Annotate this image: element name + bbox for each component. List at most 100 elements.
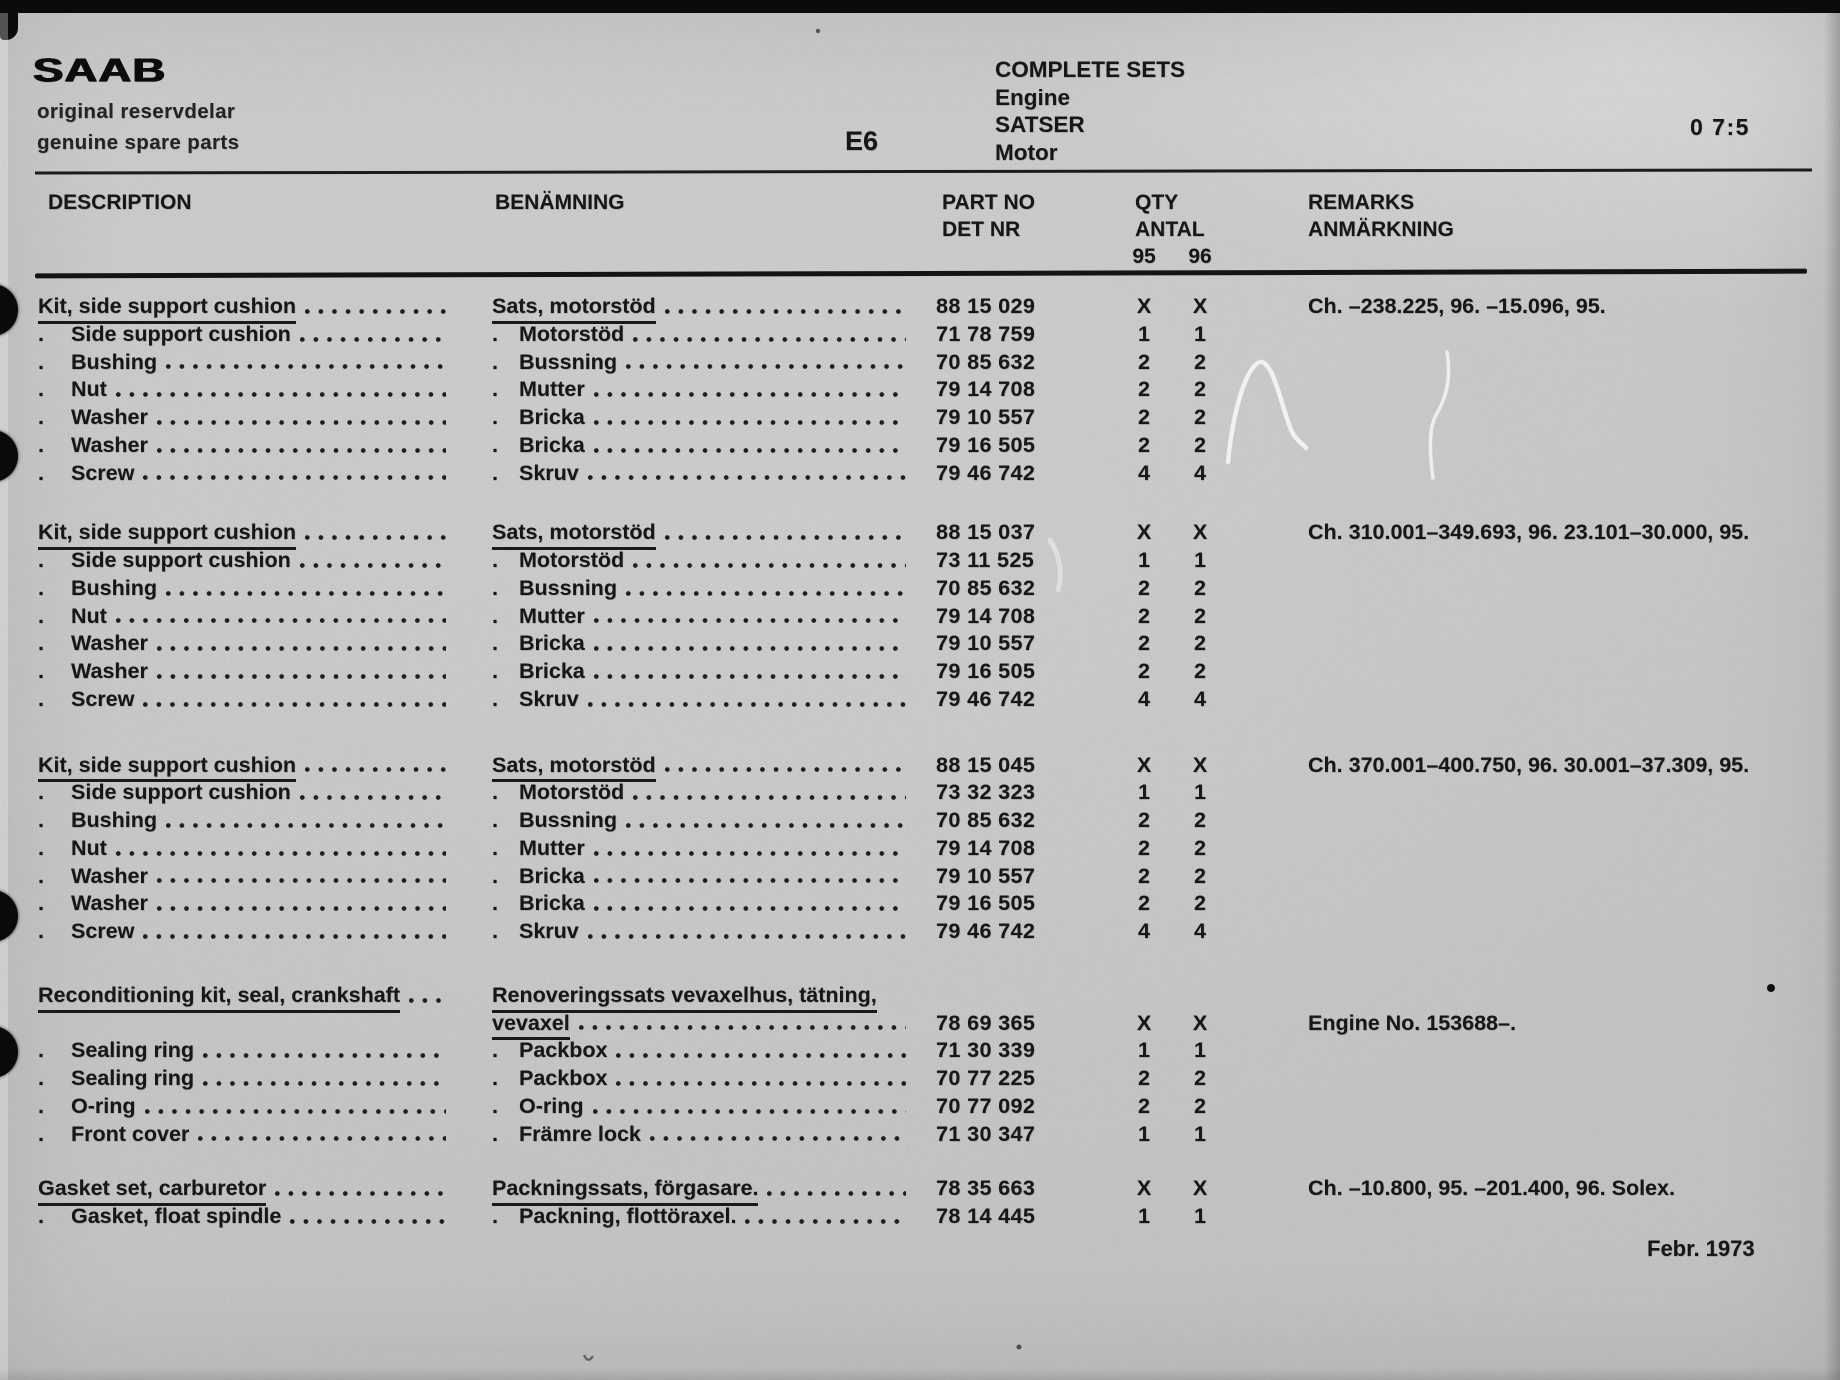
description-cell: . Nut (38, 605, 492, 628)
benamning-cell: . Bricka (492, 406, 936, 429)
dotted-leader (593, 673, 906, 679)
qty-96-cell: 2 (1194, 377, 1206, 402)
col-header-benamning: BENÄMNING (495, 191, 625, 214)
sub-item-dot: . (492, 349, 498, 374)
qty-96-cell: 2 (1194, 1093, 1206, 1118)
qty-95-cell: 1 (1138, 1121, 1150, 1146)
benamning-cell: . Skruv (492, 462, 936, 485)
sub-item-dot: . (492, 1066, 498, 1091)
qty-96-cell: X (1192, 1176, 1208, 1201)
benamning-cell: . Främre lock (492, 1123, 936, 1146)
table-row: . Bushing . Bussning 70 85 632 2 2 (38, 804, 1810, 832)
qty-95-cell: X (1136, 520, 1152, 545)
part-no-cell: 79 10 557 (936, 405, 1036, 430)
benamning-text: Bricka (519, 432, 585, 457)
logo-subtitle-sv: original reservdelar (37, 100, 236, 123)
dotted-leader (616, 1053, 906, 1058)
benamning-cell: . Mutter (492, 605, 936, 628)
description-cell: . Nut (38, 378, 492, 401)
qty-96-cell: 1 (1194, 548, 1206, 573)
dotted-leader (649, 1136, 906, 1142)
remarks-cell: Engine No. 153688–. (1308, 1010, 1516, 1035)
sub-item-dot: . (38, 321, 44, 346)
benamning-text: Sats, motorstöd (492, 754, 656, 783)
description-cell: . Front cover (38, 1123, 492, 1146)
description-text: Bushing (71, 808, 157, 833)
table-row: . Sealing ring . Packbox 71 30 339 1 1 (38, 1034, 1810, 1062)
benamning-text: Motorstöd (519, 780, 625, 805)
description-cell: . Screw (38, 920, 492, 943)
dotted-leader (587, 933, 906, 939)
description-text: Washer (71, 405, 148, 430)
benamning-cell: . Skruv (492, 688, 936, 711)
description-text: Screw (71, 919, 135, 944)
dotted-leader (664, 767, 906, 773)
sub-item-dot: . (492, 863, 498, 888)
sub-item-dot: . (38, 1204, 44, 1229)
qty-96-cell: 2 (1194, 808, 1206, 833)
table-row: . Kit, side support cushion . Sats, moto… (38, 749, 1810, 783)
dotted-leader (198, 1136, 446, 1142)
dotted-leader (767, 1191, 906, 1196)
parts-group-5: . Gasket set, carburetor . Packningssats… (38, 1172, 1810, 1228)
dotted-leader (305, 767, 446, 773)
sub-item-dot: . (492, 780, 498, 805)
col-header-description: DESCRIPTION (48, 191, 192, 214)
table-row: . Screw . Skruv 79 46 742 4 4 (38, 915, 1810, 943)
table-row: . Washer . Bricka 79 16 505 2 2 (38, 887, 1810, 915)
remarks-cell: Ch. 310.001–349.693, 96. 23.101–30.000, … (1308, 520, 1750, 545)
description-cell: . Kit, side support cushion (38, 295, 492, 324)
sub-item-dot: . (38, 919, 44, 944)
benamning-text: Sats, motorstöd (492, 521, 656, 550)
qty-95-cell: 2 (1138, 891, 1150, 916)
qty-95-cell: 2 (1138, 377, 1150, 402)
sub-item-dot: . (492, 1121, 498, 1146)
description-text: Nut (71, 835, 107, 860)
qty-95-cell: 1 (1138, 548, 1150, 573)
sub-item-dot: . (38, 405, 44, 430)
dotted-leader (143, 475, 446, 481)
description-cell: . Washer (38, 632, 492, 655)
dotted-leader (587, 701, 906, 707)
sub-item-dot: . (492, 321, 498, 346)
dotted-leader (115, 850, 446, 856)
table-row: . Gasket set, carburetor . Packningssats… (38, 1172, 1810, 1206)
benamning-text: Motorstöd (519, 548, 625, 573)
benamning-text: Bricka (519, 659, 585, 684)
benamning-text: Främre lock (519, 1121, 641, 1146)
part-no-cell: 79 10 557 (936, 631, 1036, 656)
qty-95-cell: 2 (1138, 659, 1150, 684)
dotted-leader (290, 1218, 446, 1224)
benamning-cell: . Sats, motorstöd (492, 295, 936, 324)
sub-item-dot: . (492, 659, 498, 684)
saab-logo: SAAB (33, 52, 167, 90)
dotted-leader (664, 308, 906, 314)
col-header-year-96: 96 (1188, 245, 1212, 268)
col-header-qty: QTY (1135, 191, 1179, 214)
qty-96-cell: 4 (1194, 686, 1206, 711)
benamning-cell: . Packning, flottöraxel. (492, 1205, 936, 1228)
sub-item-dot: . (492, 405, 498, 430)
sub-item-dot: . (38, 891, 44, 916)
qty-96-cell: X (1192, 294, 1208, 319)
dotted-leader (156, 646, 446, 651)
benamning-text: Bricka (519, 405, 585, 430)
sub-item-dot: . (492, 432, 498, 457)
qty-95-cell: 4 (1138, 919, 1150, 944)
dotted-leader (578, 1025, 906, 1031)
qty-95-cell: 2 (1138, 1093, 1150, 1118)
qty-96-cell: 2 (1194, 891, 1206, 916)
header-rule-top (34, 168, 1813, 175)
sub-item-dot: . (492, 686, 498, 711)
description-cell: . Washer (38, 434, 492, 457)
title-engine: Engine (995, 84, 1071, 110)
remarks-cell: Ch. –238.225, 96. –15.096, 95. (1308, 294, 1606, 319)
sub-item-dot: . (492, 460, 498, 485)
qty-95-cell: 1 (1138, 1204, 1150, 1229)
table-row: . Reconditioning kit, seal, crankshaft .… (38, 979, 1810, 1013)
sub-item-dot: . (38, 780, 44, 805)
benamning-text: Packning, flottöraxel. (519, 1204, 737, 1229)
part-no-cell: 78 69 365 (936, 1010, 1036, 1035)
benamning-text: Mutter (519, 835, 585, 860)
title-motor: Motor (995, 139, 1058, 165)
